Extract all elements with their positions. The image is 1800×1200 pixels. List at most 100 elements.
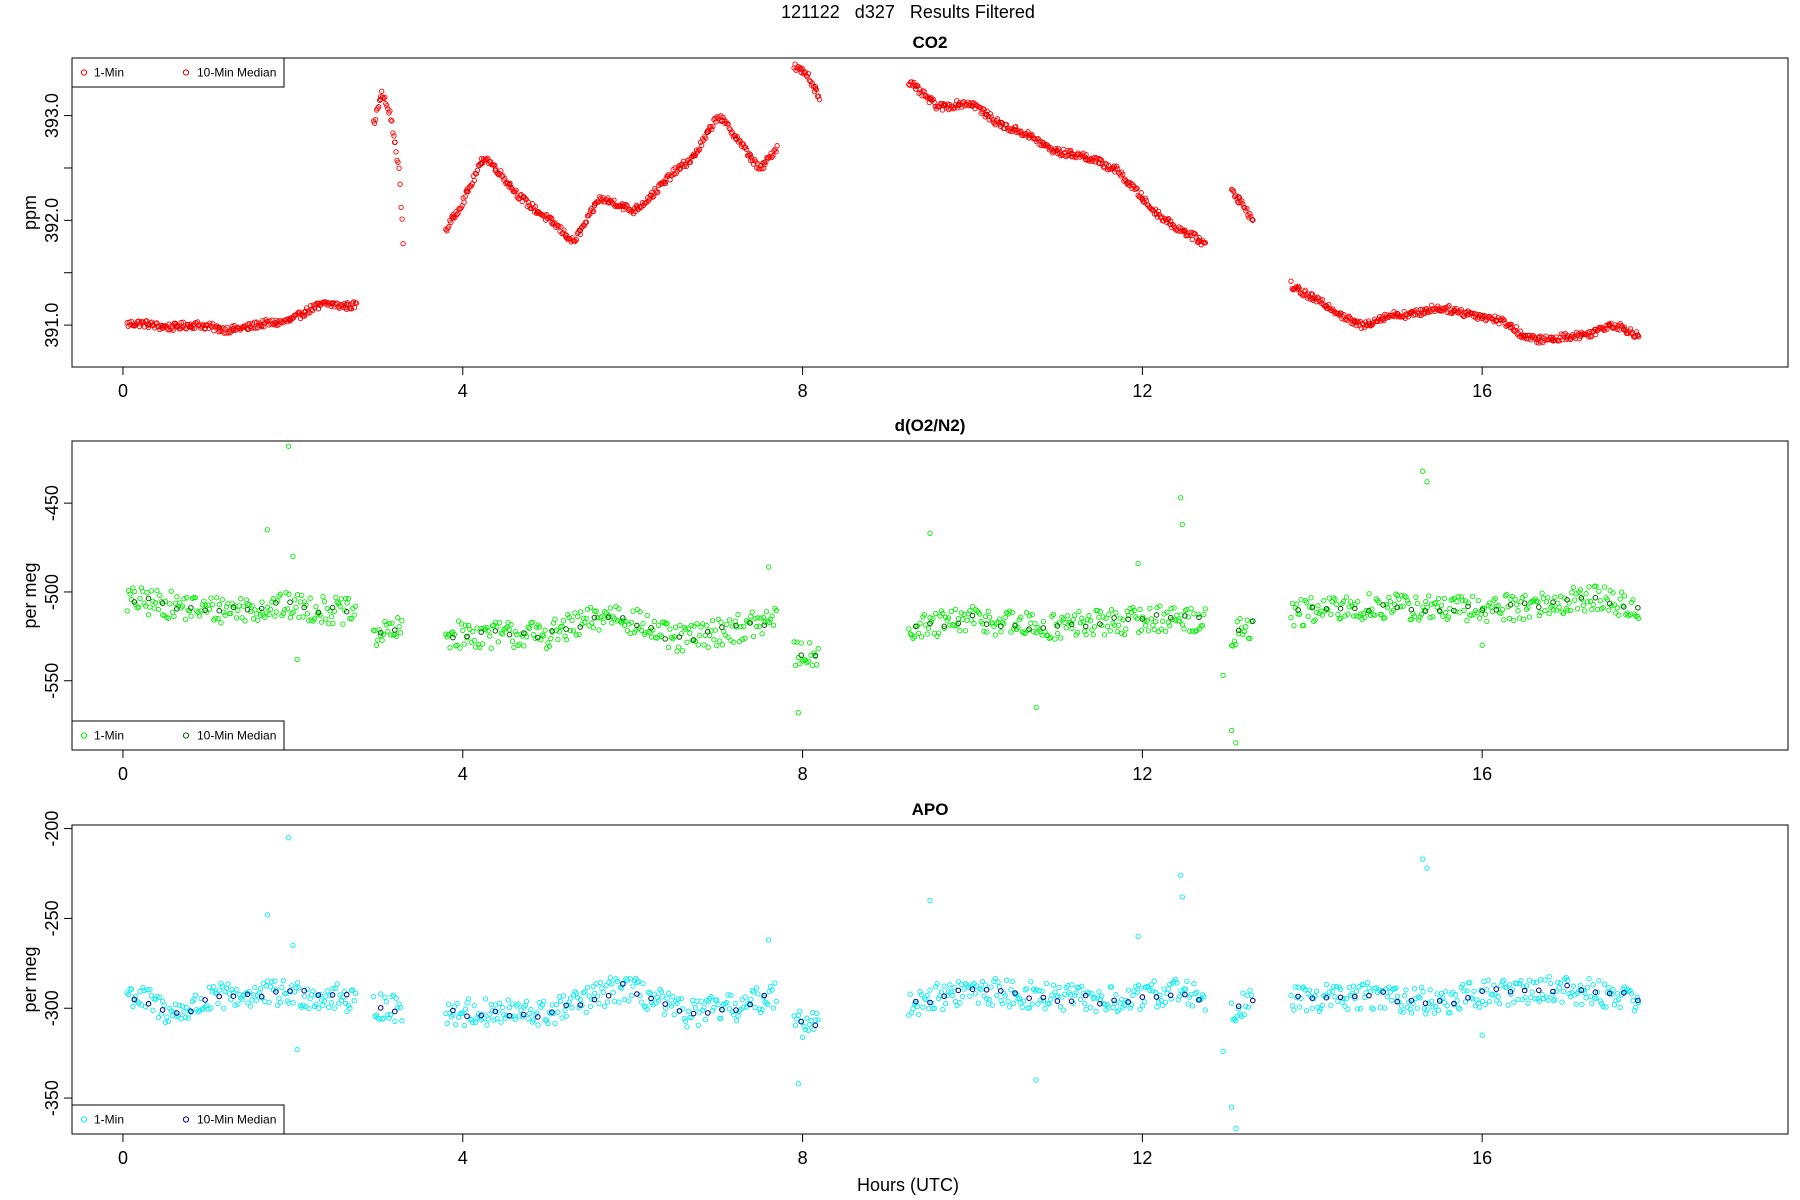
data-point-1-min bbox=[286, 591, 292, 597]
data-point-10-min-median bbox=[520, 194, 527, 201]
data-point-1-min bbox=[174, 1014, 180, 1020]
data-point-1-min bbox=[150, 598, 156, 604]
data-point-1-min bbox=[246, 601, 252, 608]
data-point-10-min-median bbox=[927, 95, 933, 102]
data-point-1-min bbox=[555, 222, 561, 229]
data-point-1-min bbox=[543, 1017, 550, 1023]
data-point-10-min-median bbox=[1352, 318, 1358, 325]
data-point-10-min-median bbox=[690, 1010, 697, 1017]
data-point-1-min bbox=[927, 530, 933, 536]
data-point-1-min bbox=[979, 978, 986, 985]
data-point-10-min-median bbox=[1235, 194, 1242, 200]
data-point-1-min bbox=[1237, 615, 1243, 622]
data-point-1-min bbox=[938, 989, 945, 995]
data-point-10-min-median bbox=[1196, 997, 1202, 1003]
data-point-1-min bbox=[1553, 607, 1559, 613]
data-point-10-min-median bbox=[605, 614, 612, 621]
data-point-1-min bbox=[1035, 1001, 1041, 1007]
data-point-10-min-median bbox=[1097, 160, 1103, 167]
data-point-1-min bbox=[202, 602, 208, 608]
data-point-1-min bbox=[637, 609, 643, 615]
data-point-1-min bbox=[941, 983, 947, 989]
data-point-1-min bbox=[318, 997, 325, 1003]
data-point-1-min bbox=[1240, 631, 1246, 638]
data-point-1-min bbox=[1484, 618, 1490, 625]
data-point-1-min bbox=[931, 1005, 937, 1011]
data-point-1-min bbox=[1114, 628, 1120, 635]
data-point-1-min bbox=[804, 1015, 810, 1021]
data-point-1-min bbox=[318, 619, 325, 625]
data-point-1-min bbox=[1087, 1004, 1094, 1011]
data-point-10-min-median bbox=[704, 1010, 711, 1016]
data-point-1-min bbox=[560, 618, 567, 624]
data-point-1-min bbox=[137, 989, 143, 995]
data-point-1-min bbox=[468, 1017, 474, 1023]
data-point-1-min bbox=[952, 606, 959, 613]
data-point-1-min bbox=[1096, 614, 1102, 621]
data-point-1-min bbox=[950, 992, 956, 998]
data-point-1-min bbox=[1550, 997, 1557, 1004]
data-point-1-min bbox=[396, 1001, 402, 1007]
data-point-1-min bbox=[1023, 986, 1030, 992]
data-point-1-min bbox=[1228, 1000, 1235, 1006]
data-point-1-min bbox=[770, 622, 777, 628]
data-point-1-min bbox=[1434, 991, 1440, 997]
data-point-1-min bbox=[1004, 609, 1010, 616]
data-point-1-min bbox=[147, 604, 153, 610]
data-point-1-min bbox=[1241, 629, 1247, 635]
x-tick-label: 4 bbox=[458, 381, 468, 401]
data-point-1-min bbox=[1511, 617, 1517, 624]
data-point-1-min bbox=[758, 1009, 764, 1016]
data-point-10-min-median bbox=[983, 987, 990, 993]
data-point-1-min bbox=[638, 999, 645, 1005]
data-point-1-min bbox=[984, 629, 990, 635]
data-point-1-min bbox=[460, 627, 466, 634]
data-point-10-min-median bbox=[1167, 218, 1174, 224]
data-point-1-min bbox=[1590, 601, 1596, 608]
data-point-1-min bbox=[252, 984, 258, 991]
data-point-1-min bbox=[1400, 603, 1406, 609]
data-point-1-min bbox=[373, 1012, 380, 1018]
data-point-1-min bbox=[1160, 1002, 1166, 1008]
data-point-1-min bbox=[1441, 595, 1447, 602]
data-point-1-min bbox=[749, 609, 755, 615]
data-point-10-min-median bbox=[969, 986, 976, 993]
data-point-1-min bbox=[1103, 615, 1109, 621]
y-tick-label: 391.0 bbox=[42, 303, 62, 348]
data-point-1-min bbox=[154, 993, 160, 1000]
data-point-1-min bbox=[1152, 618, 1159, 625]
data-point-1-min bbox=[1594, 989, 1601, 996]
legend-label-1-min: 1-Min bbox=[94, 1113, 124, 1127]
data-point-1-min bbox=[1228, 727, 1235, 734]
data-point-1-min bbox=[215, 1000, 221, 1007]
data-point-1-min bbox=[1303, 1008, 1310, 1014]
data-point-1-min bbox=[735, 1013, 741, 1019]
data-point-1-min bbox=[1145, 628, 1152, 634]
data-point-1-min bbox=[380, 631, 387, 637]
data-point-10-min-median bbox=[662, 636, 669, 642]
data-point-1-min bbox=[675, 996, 682, 1002]
data-point-10-min-median bbox=[1380, 989, 1386, 995]
data-point-1-min bbox=[291, 597, 298, 603]
data-point-10-min-median bbox=[1295, 285, 1301, 291]
series-1-min bbox=[124, 61, 1642, 346]
data-point-10-min-median bbox=[591, 614, 598, 621]
data-point-1-min bbox=[1562, 976, 1568, 982]
data-point-1-min bbox=[1414, 1005, 1420, 1011]
chart-title: d(O2/N2) bbox=[895, 416, 966, 435]
data-point-10-min-median bbox=[1111, 163, 1117, 170]
data-point-1-min bbox=[1468, 612, 1474, 618]
data-point-10-min-median bbox=[648, 995, 654, 1002]
data-point-1-min bbox=[125, 991, 132, 998]
chart-title: APO bbox=[912, 800, 949, 819]
legend-box bbox=[71, 1104, 285, 1135]
data-point-1-min bbox=[1314, 294, 1321, 300]
data-point-1-min bbox=[768, 616, 774, 622]
data-point-1-min bbox=[230, 989, 237, 996]
data-point-1-min bbox=[1620, 603, 1626, 609]
data-point-1-min bbox=[1303, 599, 1310, 605]
data-point-1-min bbox=[716, 638, 723, 644]
data-point-1-min bbox=[224, 324, 230, 331]
data-point-1-min bbox=[1106, 611, 1112, 618]
series-1-min bbox=[124, 834, 1642, 1132]
